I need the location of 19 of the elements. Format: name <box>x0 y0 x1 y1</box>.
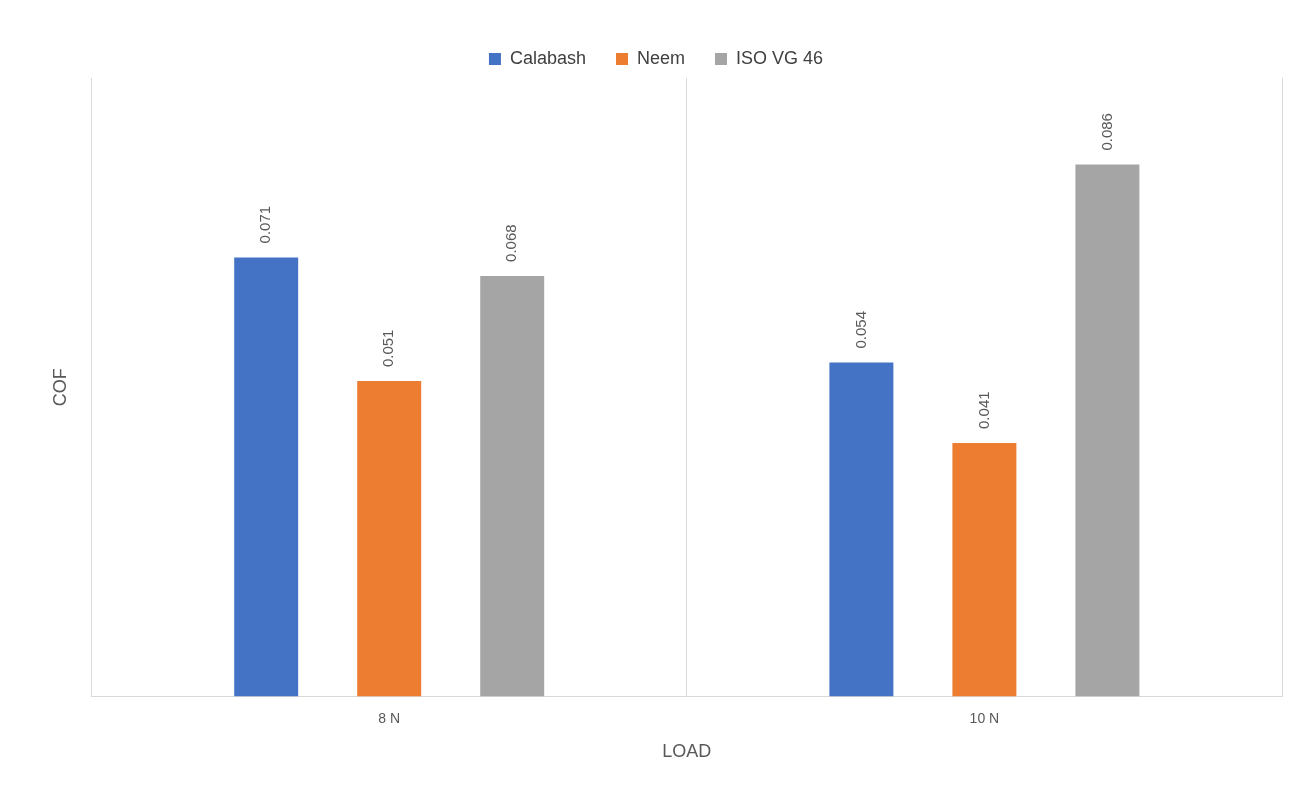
data-label: 0.041 <box>974 391 992 429</box>
bar <box>480 275 545 697</box>
data-label: 0.068 <box>502 224 520 262</box>
bar <box>1075 164 1140 697</box>
bar <box>952 442 1017 697</box>
x-tick-label: 10 N <box>969 709 1000 726</box>
data-label: 0.086 <box>1097 113 1115 151</box>
x-tick-label: 8 N <box>378 709 401 726</box>
y-axis-title: COF <box>49 368 70 407</box>
legend-label: Calabash <box>509 47 587 68</box>
bar <box>234 257 299 697</box>
x-axis-title: LOAD <box>662 741 712 762</box>
legend-label: Neem <box>637 47 686 68</box>
data-label: 0.051 <box>379 329 397 368</box>
bar <box>357 381 422 697</box>
data-label: 0.054 <box>851 311 869 349</box>
bar <box>829 362 894 697</box>
data-label: 0.071 <box>256 205 274 244</box>
legend-label: ISO VG 46 <box>736 47 824 68</box>
